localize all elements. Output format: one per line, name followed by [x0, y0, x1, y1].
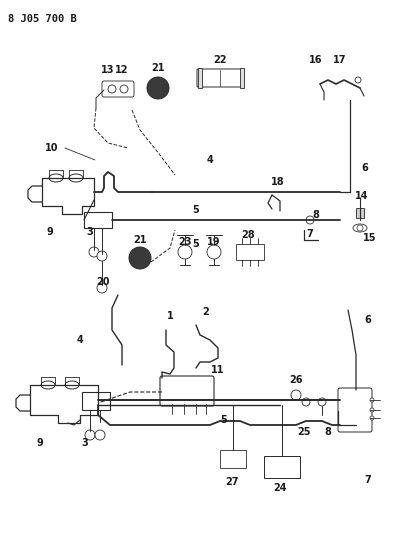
- Ellipse shape: [49, 174, 63, 182]
- Ellipse shape: [65, 381, 79, 389]
- Circle shape: [120, 85, 128, 93]
- Text: 8 J05 700 B: 8 J05 700 B: [8, 14, 77, 24]
- Text: 5: 5: [221, 415, 227, 425]
- Bar: [198, 68, 202, 88]
- Text: 7: 7: [364, 475, 371, 485]
- Circle shape: [85, 430, 95, 440]
- Text: 4: 4: [77, 335, 83, 345]
- Text: 4: 4: [206, 155, 213, 165]
- Bar: [84, 212, 112, 228]
- Text: 6: 6: [362, 163, 368, 173]
- Text: 9: 9: [46, 227, 53, 237]
- Circle shape: [97, 251, 107, 261]
- Circle shape: [370, 416, 374, 420]
- Text: 21: 21: [133, 235, 147, 245]
- Text: 5: 5: [193, 205, 199, 215]
- Text: 5: 5: [193, 239, 199, 249]
- Text: 7: 7: [306, 229, 313, 239]
- FancyBboxPatch shape: [160, 376, 214, 406]
- Text: 8: 8: [325, 427, 331, 437]
- Text: 18: 18: [271, 177, 285, 187]
- Circle shape: [302, 398, 310, 406]
- Bar: [356, 208, 364, 218]
- Text: 25: 25: [297, 427, 311, 437]
- Circle shape: [108, 85, 116, 93]
- Circle shape: [355, 77, 361, 83]
- Text: 10: 10: [45, 143, 59, 153]
- Bar: [264, 456, 300, 478]
- Text: 11: 11: [211, 365, 225, 375]
- Circle shape: [97, 283, 107, 293]
- Circle shape: [147, 77, 169, 99]
- Bar: [240, 68, 244, 88]
- Text: 27: 27: [225, 477, 239, 487]
- FancyBboxPatch shape: [102, 81, 134, 97]
- Ellipse shape: [353, 224, 367, 232]
- Circle shape: [370, 398, 374, 402]
- Text: 28: 28: [241, 230, 255, 240]
- FancyBboxPatch shape: [338, 388, 372, 432]
- Text: 20: 20: [96, 277, 110, 287]
- Text: 12: 12: [115, 65, 129, 75]
- Circle shape: [306, 216, 314, 224]
- Text: 23: 23: [178, 237, 192, 247]
- Circle shape: [318, 398, 326, 406]
- Text: 6: 6: [364, 315, 371, 325]
- Text: 15: 15: [363, 233, 377, 243]
- Text: 17: 17: [333, 55, 347, 65]
- Circle shape: [129, 247, 151, 269]
- Circle shape: [357, 225, 363, 231]
- Circle shape: [207, 245, 221, 259]
- Text: 1: 1: [167, 311, 173, 321]
- Text: 13: 13: [101, 65, 115, 75]
- Text: 26: 26: [289, 375, 303, 385]
- Ellipse shape: [41, 381, 55, 389]
- Text: 3: 3: [87, 227, 93, 237]
- Text: 8: 8: [312, 210, 320, 220]
- Text: 22: 22: [213, 55, 227, 65]
- Text: 19: 19: [207, 237, 221, 247]
- Text: 2: 2: [202, 307, 209, 317]
- Circle shape: [178, 245, 192, 259]
- Ellipse shape: [69, 174, 83, 182]
- Bar: [220, 450, 246, 468]
- FancyBboxPatch shape: [197, 69, 243, 87]
- Circle shape: [95, 430, 105, 440]
- Text: 24: 24: [273, 483, 287, 493]
- Bar: [82, 392, 110, 410]
- Circle shape: [370, 408, 374, 412]
- Text: 3: 3: [82, 438, 89, 448]
- Bar: [236, 244, 264, 260]
- Circle shape: [89, 247, 99, 257]
- Text: 21: 21: [151, 63, 165, 73]
- Circle shape: [291, 390, 301, 400]
- Text: 16: 16: [309, 55, 323, 65]
- Text: 14: 14: [355, 191, 369, 201]
- Text: 9: 9: [37, 438, 43, 448]
